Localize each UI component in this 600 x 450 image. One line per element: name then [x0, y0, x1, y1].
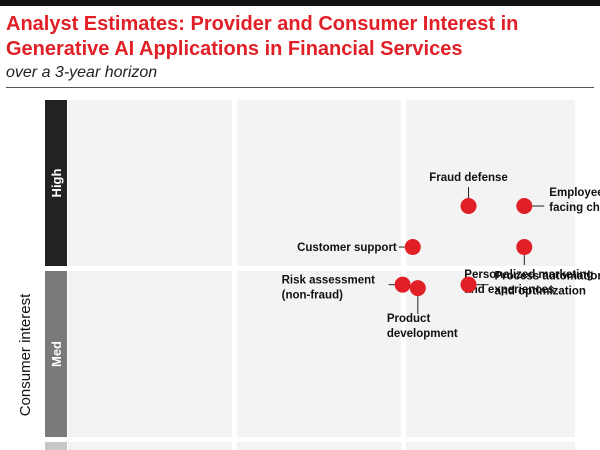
band-med [45, 271, 67, 437]
point-label: Risk assessment (non-fraud) [282, 275, 376, 302]
point-label-line: Risk assessment [282, 275, 376, 287]
point-label: Personalized marketing and experiences [464, 269, 593, 296]
point-label-line: and experiences [464, 284, 554, 296]
chart-subtitle: over a 3-year horizon [6, 64, 158, 81]
grid-cell [406, 442, 575, 450]
grid-cell [237, 442, 401, 450]
grid-cell [68, 100, 232, 266]
point-label: Process automation and optimization [495, 271, 600, 298]
point-label-line: Fraud defense [429, 172, 508, 184]
chart-title: Analyst Estimates: Provider and Consumer… [6, 13, 519, 60]
data-point [516, 239, 533, 256]
point-label-line: (non-fraud) [282, 290, 343, 302]
grid-cell [406, 100, 575, 266]
point-label-line: and optimization [495, 286, 586, 298]
point-label-line: facing chat [549, 202, 600, 214]
point-label-line: Customer support [297, 242, 397, 254]
point-label-line: development [387, 328, 458, 340]
band-label-med: Med [49, 341, 64, 367]
data-point [516, 198, 533, 215]
data-point [460, 198, 477, 215]
data-point [460, 276, 477, 293]
grid-cell [68, 442, 232, 450]
grid-cell [237, 100, 401, 266]
data-point [404, 239, 421, 256]
points-layer: Fraud defense Employee-facing chat Custome… [282, 172, 600, 340]
point-label: Customer support [297, 242, 397, 254]
subtitle-divider [6, 87, 594, 88]
point-label-line: Product [387, 313, 431, 325]
point-label: Employee-facing chat [549, 187, 600, 214]
point-label: Fraud defense [429, 172, 508, 184]
grid-cell [68, 271, 232, 437]
grid-cells [68, 100, 575, 450]
band-label-high: High [49, 169, 64, 198]
point-label: Product development [387, 313, 458, 340]
band-high [45, 100, 67, 266]
data-point [394, 276, 411, 293]
band-low [45, 442, 67, 450]
grid-cell [406, 271, 575, 437]
data-point [409, 280, 426, 297]
point-label-line: Employee- [549, 187, 600, 199]
point-label-line: Personalized marketing [464, 269, 593, 281]
top-rule [0, 0, 600, 6]
grid-cell [237, 271, 401, 437]
point-label-line: Process automation [495, 271, 600, 283]
y-axis-label: Consumer interest [17, 293, 34, 416]
